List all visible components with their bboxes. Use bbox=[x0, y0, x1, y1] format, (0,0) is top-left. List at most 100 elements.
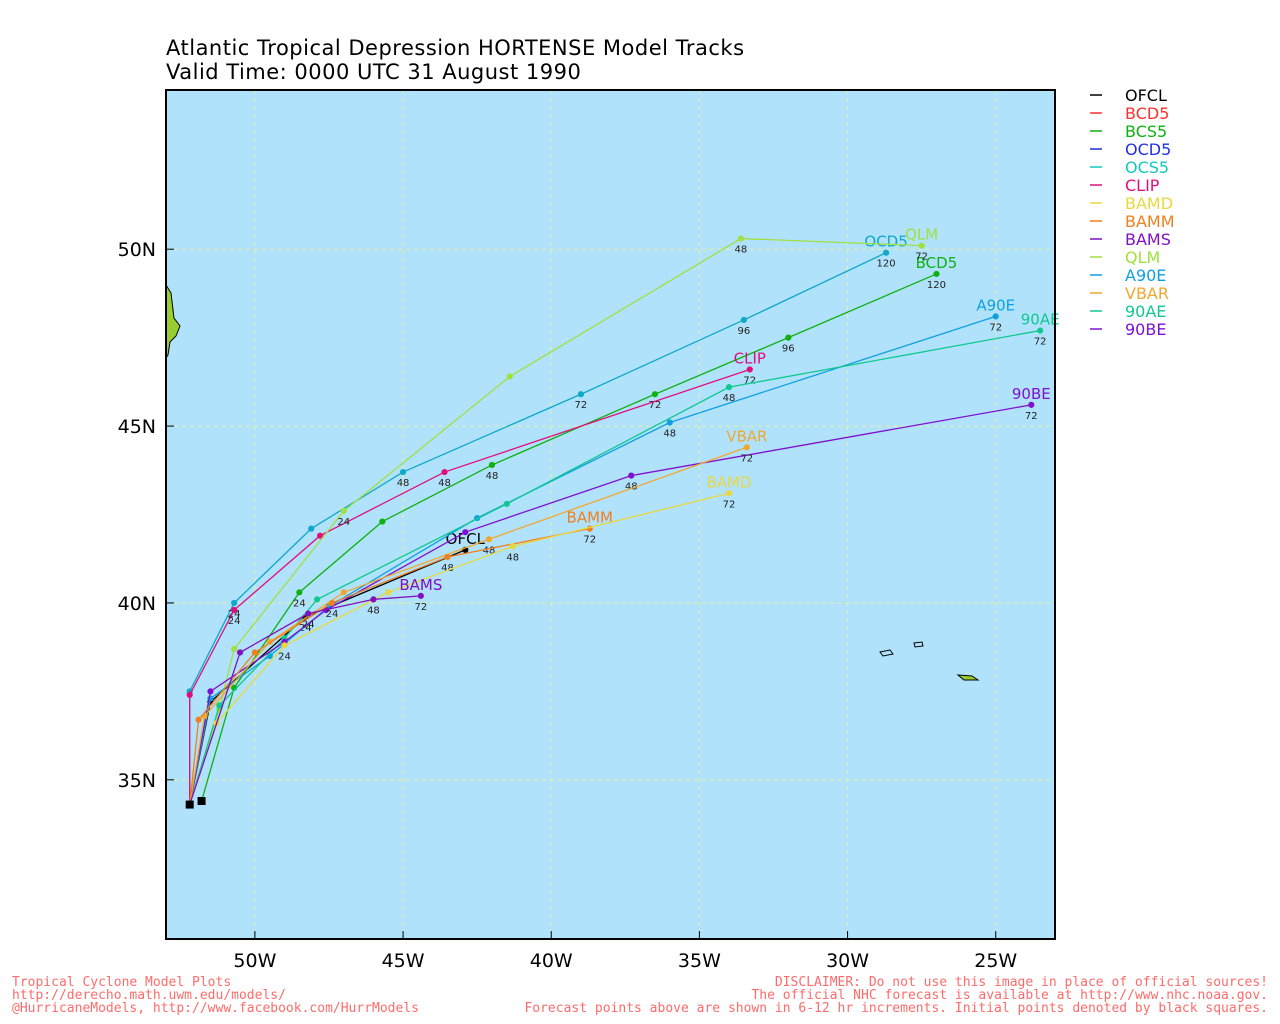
forecast-point bbox=[882, 249, 890, 256]
forecast-point bbox=[296, 589, 303, 596]
map-frame bbox=[165, 89, 1056, 940]
legend-label: BCD5 bbox=[1125, 104, 1169, 123]
forecast-point bbox=[725, 490, 733, 497]
forecast-hour-label: 48 bbox=[441, 563, 454, 574]
legend-label: BCS5 bbox=[1125, 122, 1167, 141]
track-end-label: BAMS bbox=[399, 576, 442, 594]
track-line bbox=[189, 368, 750, 805]
forecast-hour-label: 120 bbox=[877, 259, 896, 270]
azores-island bbox=[913, 641, 924, 648]
forecast-point bbox=[195, 716, 202, 723]
legend-label: A90E bbox=[1125, 266, 1166, 285]
legend-label: VBAR bbox=[1125, 284, 1169, 303]
track-a90e: 48 72 A90E bbox=[189, 296, 1015, 805]
forecast-point bbox=[417, 592, 424, 599]
forecast-hour-label: 48 bbox=[397, 478, 410, 489]
forecast-point bbox=[1037, 327, 1044, 334]
track-90ae: 48 72 90AE bbox=[189, 311, 1060, 805]
forecast-point bbox=[316, 532, 324, 539]
forecast-hour-label: 48 bbox=[723, 393, 736, 404]
legend-item: A90E bbox=[1090, 266, 1166, 285]
forecast-point bbox=[933, 270, 940, 278]
forecast-hour-label: 48 bbox=[438, 478, 451, 489]
x-tick-label: 50W bbox=[233, 950, 276, 972]
forecast-hour-label: 48 bbox=[663, 429, 676, 440]
forecast-point bbox=[1028, 401, 1035, 408]
track-end-label: OCD5 bbox=[864, 233, 907, 251]
footer-left-line: http://derecho.math.uwm.edu/models/ bbox=[12, 988, 286, 1003]
forecast-hour-label: 72 bbox=[1025, 411, 1038, 422]
map-grid bbox=[166, 90, 1055, 939]
legend-label: OCD5 bbox=[1125, 140, 1171, 159]
forecast-hour-label: 24 bbox=[228, 609, 241, 620]
forecast-point bbox=[308, 525, 315, 532]
forecast-hour-label: 48 bbox=[735, 245, 748, 256]
initial-point bbox=[197, 797, 206, 806]
legend-label: CLIP bbox=[1125, 176, 1160, 195]
track-end-label: 90AE bbox=[1021, 311, 1060, 329]
forecast-hour-label: 72 bbox=[414, 602, 427, 613]
forecast-hour-label: 48 bbox=[625, 482, 638, 493]
legend-item: 90BE bbox=[1090, 320, 1166, 339]
forecast-hour-label: 72 bbox=[740, 453, 753, 464]
forecast-hour-label: 48 bbox=[506, 552, 519, 563]
track-end-label: BCD5 bbox=[916, 254, 958, 272]
forecast-hour-label: 72 bbox=[723, 499, 736, 510]
legend-item: BAMM bbox=[1090, 212, 1175, 231]
forecast-point bbox=[577, 391, 584, 398]
forecast-hour-label: 72 bbox=[1034, 337, 1047, 348]
legend-label: QLM bbox=[1125, 248, 1160, 267]
y-tick-label: 50N bbox=[118, 239, 156, 261]
initial-points bbox=[185, 797, 206, 809]
track-line bbox=[189, 446, 748, 805]
forecast-point bbox=[207, 688, 214, 695]
forecast-hour-label: 96 bbox=[782, 344, 795, 355]
y-tick-label: 40N bbox=[118, 593, 156, 615]
forecast-hour-label: 24 bbox=[337, 517, 350, 528]
legend-label: OCS5 bbox=[1125, 158, 1169, 177]
track-end-label: BAMM bbox=[567, 509, 613, 527]
forecast-point bbox=[236, 649, 244, 656]
forecast-hour-label: 24 bbox=[326, 609, 339, 620]
legend-label: OFCL bbox=[1125, 86, 1167, 105]
forecast-hour-label: 72 bbox=[989, 322, 1002, 333]
legend: OFCLBCD5BCS5OCD5OCS5CLIPBAMDBAMMBAMSQLMA… bbox=[1090, 86, 1175, 339]
forecast-point bbox=[743, 444, 750, 451]
forecast-point bbox=[305, 610, 312, 617]
axis-ticks: 50W 45W 40W 35W 30W 25W 35N 40N 45N 50N bbox=[118, 239, 1018, 972]
forecast-hour-label: 72 bbox=[649, 400, 662, 411]
x-tick-label: 35W bbox=[678, 950, 721, 972]
legend-item: OCS5 bbox=[1090, 158, 1169, 177]
forecast-point bbox=[485, 536, 493, 543]
forecast-hour-label: 24 bbox=[228, 616, 241, 627]
forecast-point bbox=[628, 472, 635, 479]
track-end-label: CLIP bbox=[734, 349, 766, 367]
forecast-point bbox=[399, 468, 407, 476]
forecast-hour-label: 24 bbox=[293, 598, 306, 609]
legend-item: OCD5 bbox=[1090, 140, 1171, 159]
footer-right-line: DISCLAIMER: Do not use this image in pla… bbox=[774, 975, 1268, 990]
forecast-hour-label: 72 bbox=[743, 375, 756, 386]
forecast-point bbox=[666, 419, 673, 426]
track-vbar: 48 72 VBAR bbox=[189, 427, 767, 805]
track-line bbox=[189, 528, 590, 805]
forecast-point bbox=[379, 518, 386, 525]
forecast-point bbox=[231, 606, 238, 614]
model-tracks: 24OFCL24487296120BCD524487296120OCD52448… bbox=[186, 226, 1060, 805]
forecast-hour-label: 72 bbox=[583, 535, 596, 546]
legend-label: BAMM bbox=[1125, 212, 1175, 231]
legend-item: CLIP bbox=[1090, 176, 1160, 195]
azores-island bbox=[879, 649, 894, 657]
footer-right-line: The official NHC forecast is available a… bbox=[751, 988, 1268, 1003]
forecast-point bbox=[506, 373, 513, 380]
x-tick-label: 25W bbox=[974, 950, 1017, 972]
legend-item: BCD5 bbox=[1090, 104, 1169, 123]
legend-label: 90AE bbox=[1125, 302, 1166, 321]
footer-left: Tropical Cyclone Model Plots http://derec… bbox=[12, 976, 419, 1015]
track-clip: 24 48 72 CLIP bbox=[186, 349, 766, 805]
legend-label: 90BE bbox=[1125, 320, 1166, 339]
forecast-hour-label: 72 bbox=[915, 252, 928, 263]
track-end-label: OFCL bbox=[446, 530, 486, 548]
forecast-point bbox=[725, 384, 733, 391]
track-map: 24OFCL24487296120BCD524487296120OCD52448… bbox=[118, 86, 1175, 972]
